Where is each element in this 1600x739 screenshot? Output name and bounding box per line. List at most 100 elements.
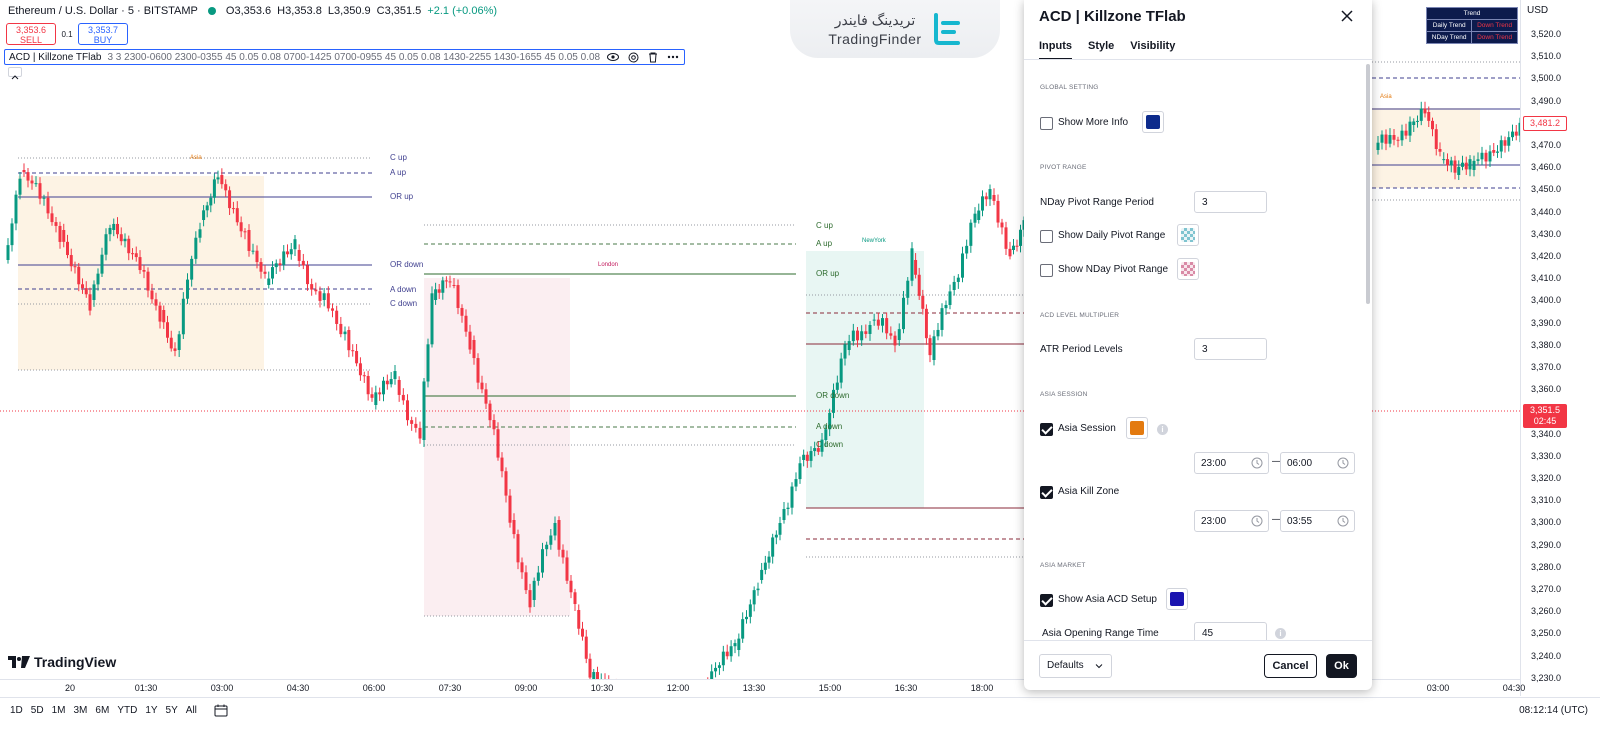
ok-button[interactable]: Ok <box>1326 654 1357 678</box>
candle-body <box>162 310 166 323</box>
asia-or-time-input[interactable]: 45 <box>1194 622 1267 640</box>
asia-session-end-input[interactable]: 06:00 <box>1280 452 1355 474</box>
more-options-icon[interactable] <box>666 50 680 64</box>
utc-clock[interactable]: 08:12:14 (UTC) <box>1519 705 1588 716</box>
nday-pivot-period-input[interactable]: 3 <box>1194 191 1267 213</box>
asia-killzone-end-input[interactable]: 03:55 <box>1280 510 1355 532</box>
candle-body <box>355 351 359 364</box>
asia-session-start-input[interactable]: 23:00 <box>1194 452 1269 474</box>
candle-body <box>370 394 374 398</box>
ny-or-up-label: OR up <box>816 269 840 278</box>
asia-session-color-swatch[interactable] <box>1126 417 1148 439</box>
asia-session-checkbox[interactable] <box>1040 423 1053 436</box>
candle-body <box>306 265 309 285</box>
candle-body <box>802 454 806 460</box>
candle-body <box>1423 108 1427 114</box>
asia-acd-color-swatch[interactable] <box>1166 588 1188 610</box>
show-asia-acd-checkbox[interactable] <box>1040 594 1053 607</box>
more-info-color-swatch[interactable] <box>1142 111 1164 133</box>
candle-body <box>18 178 22 195</box>
candle-body <box>286 251 289 255</box>
cancel-button[interactable]: Cancel <box>1264 654 1317 678</box>
indicator-legend[interactable]: ACD | Killzone TFlab 3 3 2300-0600 2300-… <box>4 49 686 65</box>
candle-body <box>496 429 500 458</box>
daily-pivot-color-swatch[interactable] <box>1177 224 1199 246</box>
range-button-1m[interactable]: 1M <box>51 705 66 716</box>
ohlc-low: L3,350.9 <box>327 5 371 17</box>
range-button-1d[interactable]: 1D <box>10 705 23 716</box>
delete-trash-icon[interactable] <box>646 50 660 64</box>
defaults-dropdown[interactable]: Defaults <box>1039 654 1112 678</box>
range-button-3m[interactable]: 3M <box>73 705 88 716</box>
settings-gear-icon[interactable] <box>626 50 640 64</box>
close-icon[interactable] <box>1338 7 1356 25</box>
clock-icon <box>1251 515 1263 527</box>
range-button-all[interactable]: All <box>185 705 197 716</box>
range-button-5y[interactable]: 5Y <box>165 705 178 716</box>
candle-body <box>278 263 282 265</box>
asia-killzone-start-input[interactable]: 23:00 <box>1194 510 1269 532</box>
candle-body <box>763 562 767 570</box>
range-button-6m[interactable]: 6M <box>95 705 110 716</box>
clock-icon <box>1251 457 1263 469</box>
candle-body <box>748 604 752 617</box>
candle-body <box>437 289 441 293</box>
candle-body <box>596 672 599 684</box>
price-axis[interactable]: USD 3,520.03,510.03,500.03,490.03,480.03… <box>1520 0 1600 696</box>
time-tick: 09:00 <box>514 683 538 693</box>
candle-body <box>100 254 104 274</box>
candle-body <box>856 330 859 341</box>
show-more-info-checkbox[interactable] <box>1040 117 1053 130</box>
candle-body <box>112 223 116 230</box>
range-button-1y[interactable]: 1Y <box>145 705 158 716</box>
ohlc-change: +2.1 (+0.06%) <box>427 5 498 17</box>
buy-button[interactable]: 3,353.7 BUY <box>78 23 128 45</box>
candle-body <box>902 297 905 330</box>
atr-period-input[interactable]: 3 <box>1194 338 1267 360</box>
candle-body <box>832 389 835 413</box>
candle-body <box>553 522 557 536</box>
collapse-legend-button[interactable] <box>8 67 22 80</box>
range-button-ytd[interactable]: YTD <box>117 705 138 716</box>
candle-body <box>1404 130 1408 136</box>
candle-body <box>397 380 401 395</box>
currency-button[interactable]: USD <box>1527 5 1549 16</box>
show-nday-pivot-checkbox[interactable] <box>1040 264 1053 277</box>
candle-body <box>134 253 138 258</box>
price-chart[interactable]: C up A up OR up OR down A down C down Asia Lond… <box>0 0 1520 696</box>
candle-body <box>177 334 181 350</box>
info-icon[interactable]: i <box>1275 628 1286 639</box>
asia-killzone-checkbox[interactable] <box>1040 486 1053 499</box>
calendar-icon[interactable] <box>214 704 228 717</box>
price-tick: 3,230.0 <box>1531 672 1562 683</box>
candle-body <box>484 389 488 404</box>
range-button-5d[interactable]: 5D <box>30 705 44 716</box>
ohlc-open: O3,353.6 <box>225 5 272 17</box>
info-icon[interactable]: i <box>1157 424 1168 435</box>
sell-button[interactable]: 3,353.6 SELL <box>6 23 56 45</box>
nday-pivot-color-swatch[interactable] <box>1177 258 1199 280</box>
eye-icon[interactable] <box>606 50 620 64</box>
candle-body <box>1453 160 1457 173</box>
candle-body <box>885 318 889 334</box>
candle-body <box>1416 120 1419 122</box>
chart-area[interactable]: C up A up OR up OR down A down C down Asia Lond… <box>0 0 1520 696</box>
symbol-title[interactable]: Ethereum / U.S. Dollar · 5 · BITSTAMP <box>8 5 198 17</box>
show-asia-acd-label: Show Asia ACD Setup <box>1058 594 1157 605</box>
tab-visibility[interactable]: Visibility <box>1130 40 1176 52</box>
candle-body <box>921 295 925 309</box>
tradingview-logo[interactable]: TradingView <box>8 654 116 670</box>
tab-inputs[interactable]: Inputs <box>1039 40 1072 60</box>
watermark-english-text: TradingFinder <box>828 30 922 47</box>
candle-body <box>847 341 851 350</box>
candle-body <box>1412 121 1416 125</box>
candle-body <box>532 580 536 600</box>
candle-body <box>756 588 760 591</box>
candle-body <box>382 380 385 395</box>
ohlc-high: H3,353.8 <box>277 5 322 17</box>
asia-session-end-value: 06:00 <box>1287 458 1313 469</box>
show-daily-pivot-checkbox[interactable] <box>1040 230 1053 243</box>
candle-body <box>549 535 553 545</box>
dialog-scrollbar[interactable] <box>1366 64 1370 304</box>
tab-style[interactable]: Style <box>1088 40 1115 52</box>
